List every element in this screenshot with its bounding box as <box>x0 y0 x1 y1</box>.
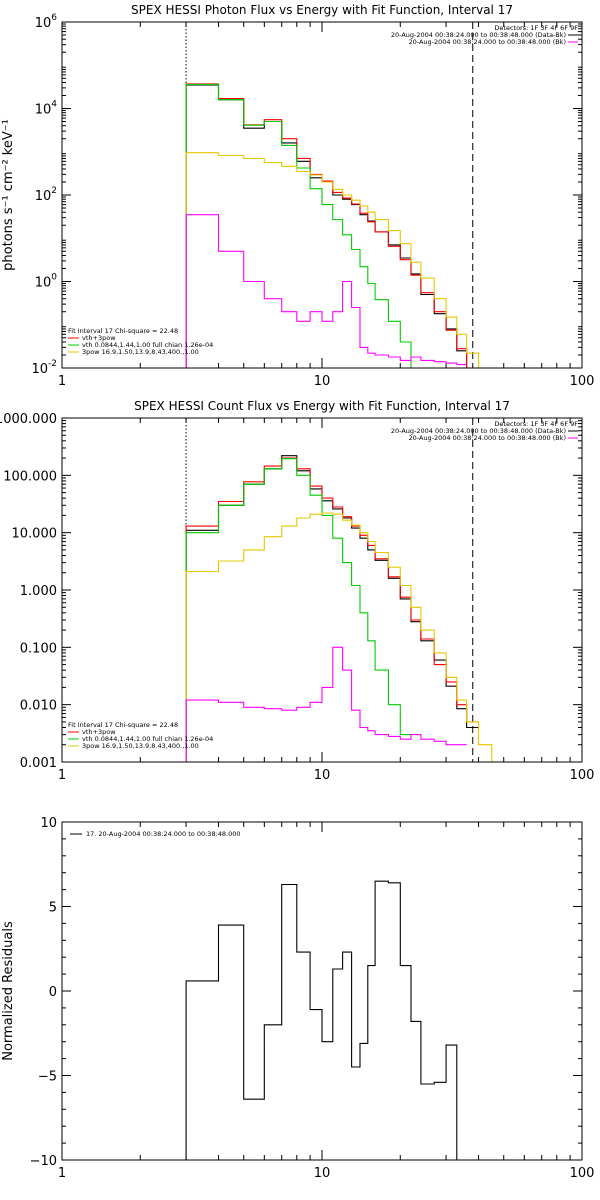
y-tick-exponent: 6 <box>51 13 57 23</box>
plot-area <box>185 455 493 762</box>
plot-area <box>185 880 458 1160</box>
y-tick-label: 10.000 <box>12 527 58 542</box>
x-tick-label: 100 <box>570 1166 595 1181</box>
x-tick-label: 10 <box>314 1166 331 1181</box>
chart-3: Normalized Residuals 1 10 100 −10 −5 0 5 10 17. 2… <box>1 816 594 1181</box>
series-vth-3pow <box>185 83 479 368</box>
plot-area <box>185 83 492 368</box>
y-tick-label: 0 <box>49 985 57 1000</box>
series-data-bk <box>185 84 479 368</box>
plot-frame <box>61 821 583 1161</box>
legend-right-text: Detectors: 1F 3F 4F 6F 9F <box>494 420 578 428</box>
y-tick-label: 102 <box>35 186 57 204</box>
y-axis-label: photons s⁻¹ cm⁻² keV⁻¹ <box>1 119 16 271</box>
legend-left-text: 3pow 16.9,1.50,13.9,8.43,400.,1.00 <box>82 742 199 750</box>
plot-frame <box>61 417 583 763</box>
series-3pow <box>185 152 492 368</box>
y-tick-exponent: -2 <box>48 359 57 369</box>
series-vth-3pow <box>185 457 479 762</box>
legend-left-text: vth 0.0844,1.44,1.00 full chian 1.26e-04 <box>82 341 213 349</box>
series-bk <box>185 646 467 762</box>
legend-right-text: 20-Aug-2004 00:38:24.000 to 00:38:48.000… <box>409 434 566 442</box>
y-tick-label: 5 <box>49 901 57 916</box>
x-tick-label: 100 <box>570 768 595 783</box>
legend-right-text: 20-Aug-2004 00:38:24.000 to 00:38:48.000… <box>409 38 566 46</box>
y-tick-label: −5 <box>38 1070 57 1085</box>
chart-2: SPEX HESSI Count Flux vs Energy with Fit… <box>0 399 594 783</box>
y-axis-label: Normalized Residuals <box>1 921 16 1061</box>
legend-right-text: 20-Aug-2004 00:38:24.000 to 00:38:48.000… <box>391 427 566 435</box>
y-tick-label: 10 <box>40 816 57 831</box>
legend-top-text: 17. 20-Aug-2004 00:38:24.000 to 00:38:48… <box>86 830 241 838</box>
legend-left-text: vth+3pow <box>82 334 116 342</box>
y-tick-exponent: 0 <box>51 273 57 283</box>
legend-left-text: 3pow 16.9,1.50,13.9,8.43,400.,1.00 <box>82 348 199 356</box>
x-tick-label: 1 <box>58 374 66 389</box>
series-bk <box>185 214 467 368</box>
series-3pow <box>185 512 493 762</box>
chart-title: SPEX HESSI Count Flux vs Energy with Fit… <box>134 399 510 413</box>
y-tick-exponent: 2 <box>51 186 57 196</box>
y-tick-label: 100 <box>35 273 58 291</box>
y-tick-label: 100.000 <box>3 469 57 484</box>
series-17-20-aug-2004-00-38-24-000-to-00-38-48-000 <box>185 880 458 1160</box>
x-tick-label: 1 <box>58 1166 66 1181</box>
legend-left-text: vth+3pow <box>82 728 116 736</box>
y-tick-label: 1000.000 <box>0 412 57 427</box>
x-tick-label: 10 <box>314 374 331 389</box>
legend-left-text: vth 0.0844,1.44,1.00 full chian 1.26e-04 <box>82 735 213 743</box>
y-tick-label: 0.100 <box>20 641 57 656</box>
plot-frame <box>61 21 583 369</box>
y-tick-label: 0.001 <box>20 756 57 771</box>
chart-title: SPEX HESSI Photon Flux vs Energy with Fi… <box>131 3 513 17</box>
x-tick-label: 100 <box>570 374 595 389</box>
legend-left-text: Fit Interval 17 Chi-square = 22.48 <box>68 327 178 335</box>
legend-right-text: Detectors: 1F 3F 4F 6F 9F <box>494 24 578 32</box>
legend-left-text: Fit Interval 17 Chi-square = 22.48 <box>68 721 178 729</box>
y-tick-label: 10-2 <box>31 359 57 377</box>
x-tick-label: 1 <box>58 768 66 783</box>
y-tick-label: 104 <box>35 100 58 118</box>
chart-1: SPEX HESSI Photon Flux vs Energy with Fi… <box>1 3 594 389</box>
series-vth <box>185 83 421 368</box>
y-tick-exponent: 4 <box>51 100 57 110</box>
x-tick-label: 10 <box>314 768 331 783</box>
y-tick-label: 1.000 <box>20 584 57 599</box>
series-vth <box>185 458 411 762</box>
y-tick-label: −10 <box>30 1154 57 1169</box>
legend-right-text: 20-Aug-2004 00:38:24.000 to 00:38:48.000… <box>391 31 566 39</box>
y-tick-label: 106 <box>35 13 58 31</box>
y-tick-label: 0.010 <box>20 699 57 714</box>
